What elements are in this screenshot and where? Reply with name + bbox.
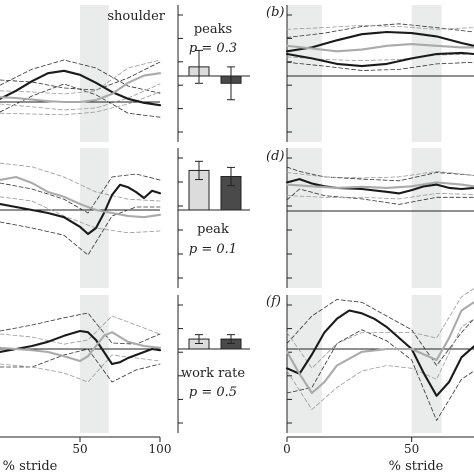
bar-pvalue-peaks: p = 0.3 bbox=[189, 41, 237, 56]
series-line-mean-dark bbox=[285, 309, 474, 397]
shade-band bbox=[411, 148, 442, 288]
x-tick-label: 50 bbox=[404, 442, 419, 456]
series-line-sd-dark bbox=[286, 166, 474, 182]
series-line-sd-dark bbox=[286, 188, 474, 205]
series-line-sd-grey bbox=[0, 83, 161, 111]
panel-middle-right bbox=[285, 148, 474, 288]
series-line-sd-grey bbox=[0, 59, 161, 95]
series-line-sd-dark bbox=[0, 348, 161, 383]
series-line-sd-grey bbox=[0, 91, 161, 116]
shade-band bbox=[80, 5, 109, 142]
shade-band bbox=[80, 148, 109, 288]
shade-band bbox=[287, 148, 322, 288]
series-line-sd-dark bbox=[286, 329, 474, 421]
series-line-mean-dark bbox=[0, 183, 162, 236]
series-line-sd-dark bbox=[0, 59, 161, 94]
series-line-sd-grey bbox=[286, 53, 474, 61]
series-line-mean-dark bbox=[0, 329, 162, 366]
series-line-mean-dark bbox=[285, 30, 474, 53]
series-line-sd-grey bbox=[286, 171, 474, 179]
series-line-mean-dark bbox=[285, 51, 474, 68]
shade-band bbox=[287, 5, 322, 142]
series-line-sd-dark bbox=[0, 173, 161, 214]
series-line-mean-grey bbox=[285, 301, 474, 395]
shade-band bbox=[411, 295, 442, 433]
series-line-sd-grey bbox=[0, 354, 161, 383]
series-line-sd-dark bbox=[0, 61, 161, 91]
x-axis-label-right: % stride bbox=[389, 459, 444, 474]
series-line-sd-dark bbox=[286, 61, 474, 71]
panel-bottom-middle bbox=[177, 295, 250, 433]
series-line-mean-dark bbox=[0, 69, 162, 107]
panel-middle-left bbox=[0, 148, 162, 288]
x-tick-label: 100 bbox=[149, 442, 172, 456]
bar-label-peaks: peaks bbox=[194, 22, 232, 37]
series-line-mean-grey bbox=[285, 181, 474, 189]
shade-band bbox=[287, 295, 322, 433]
series-line-sd-grey bbox=[286, 288, 474, 369]
panel-top-left bbox=[0, 5, 162, 142]
panel-bottom-left: 50 100 bbox=[0, 295, 171, 456]
panel-top-middle bbox=[177, 5, 250, 142]
series-line-mean-grey bbox=[0, 175, 162, 219]
bar-label-work-rate: work rate bbox=[181, 366, 245, 381]
series-line-sd-grey bbox=[0, 162, 161, 202]
series-line-mean-grey bbox=[0, 72, 162, 104]
x-tick-label: 0 bbox=[283, 442, 291, 456]
series-line-sd-grey bbox=[0, 315, 161, 345]
series-line-sd-dark bbox=[286, 299, 474, 366]
panel-letter-b: (b) bbox=[266, 5, 284, 20]
series-line-mean-grey bbox=[285, 43, 474, 53]
x-axis-label-left: % stride bbox=[3, 459, 58, 474]
shade-band bbox=[80, 295, 109, 433]
series-line-sd-grey bbox=[286, 193, 474, 200]
series-line-sd-dark bbox=[286, 23, 474, 38]
bar-pvalue-work-rate: p = 0.5 bbox=[189, 385, 237, 400]
series-line-sd-dark bbox=[0, 206, 161, 256]
panel-bottom-right: 0 50 bbox=[283, 288, 474, 456]
panel-middle-middle bbox=[177, 148, 250, 288]
series-line-sd-grey bbox=[286, 25, 474, 30]
bar-pvalue-peak: p = 0.1 bbox=[189, 242, 237, 257]
x-tick-label: 50 bbox=[72, 442, 87, 456]
series-line-mean-grey bbox=[0, 331, 162, 363]
bar-label-peak: peak bbox=[197, 222, 229, 237]
series-line-sd-grey bbox=[0, 196, 161, 234]
panel-letter-d: (d) bbox=[266, 149, 284, 164]
panel-title-shoulder: shoulder bbox=[107, 9, 165, 24]
series-line-mean-dark bbox=[285, 178, 474, 195]
panel-top-right bbox=[285, 5, 474, 142]
panel-letter-f: (f) bbox=[266, 294, 281, 309]
